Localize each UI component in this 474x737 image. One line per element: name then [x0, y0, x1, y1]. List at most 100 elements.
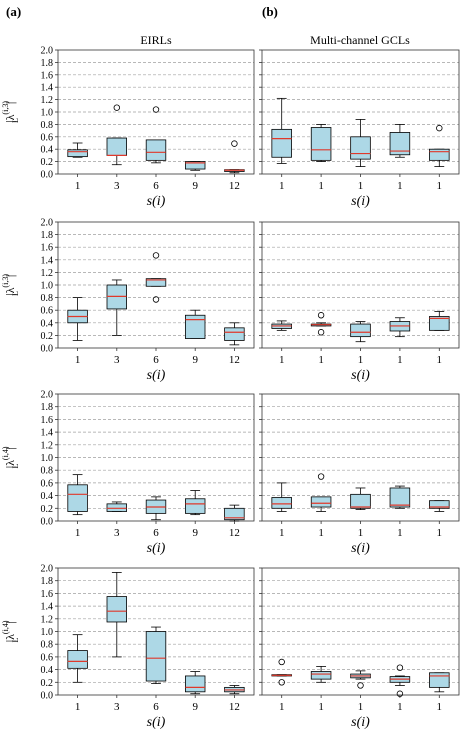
x-tick-label: 9 — [192, 354, 198, 366]
y-tick-label: 0.4 — [41, 665, 54, 676]
x-tick-label: 1 — [437, 354, 443, 366]
y-axis-label: |λ(i,4)L | — [1, 446, 20, 468]
y-tick-label: 1.0 — [41, 453, 54, 464]
x-tick-label: 9 — [192, 701, 198, 713]
y-tick-label: 1.8 — [41, 402, 54, 413]
x-tick-label: 1 — [318, 354, 324, 366]
y-axis-label-sub: L — [11, 118, 20, 123]
box-2: 3 — [106, 501, 128, 539]
outlier-point — [317, 473, 325, 480]
y-tick-label: 0.8 — [41, 120, 54, 131]
y-tick-label: 2.0 — [41, 564, 54, 575]
box-5: 12 — [224, 685, 245, 713]
box-4: 1 — [389, 485, 411, 539]
y-axis-label-main: |λ — [3, 114, 17, 122]
x-axis-label: s(i) — [351, 368, 370, 383]
y-tick-label: 0.8 — [41, 640, 54, 651]
y-axis-label-sup: (i,3) — [1, 101, 10, 115]
iqr-box — [429, 500, 450, 509]
box-3: 1 — [350, 670, 371, 713]
x-tick-label: 3 — [114, 354, 120, 366]
y-tick-label: 0.2 — [41, 504, 54, 515]
y-tick-label: 1.4 — [41, 255, 54, 266]
iqr-box — [224, 507, 245, 521]
y-tick-label: 0.8 — [41, 293, 54, 304]
x-tick-label: 1 — [397, 180, 403, 192]
outlier-point — [396, 664, 404, 671]
x-tick-label: 1 — [75, 180, 81, 192]
y-tick-label: 0.0 — [41, 344, 54, 355]
box-3: 6 — [145, 252, 167, 366]
y-axis-label-sub: L — [11, 638, 20, 643]
y-axis-label-sup: (i,3) — [1, 274, 10, 288]
iqr-box — [106, 284, 128, 310]
y-tick-label: 1.6 — [41, 589, 54, 600]
y-tick-label: 0.0 — [41, 691, 54, 702]
y-tick-label: 1.4 — [41, 83, 54, 94]
x-tick-label: 1 — [437, 527, 443, 539]
subplot-a-row2: 0.0 0.2 0.40.6 0.81.0 1.2 1.41.6 1.82.0 |λ(i,3)… — [1, 218, 255, 383]
y-tick-label: 2.0 — [41, 218, 54, 229]
x-tick-label: 6 — [153, 354, 159, 366]
box-3: 6 — [145, 106, 167, 192]
x-axis-label: s(i) — [147, 368, 166, 383]
box-3: 6 — [145, 626, 167, 713]
box-4: 9 — [184, 490, 206, 539]
y-tick-label: 0.2 — [41, 678, 54, 689]
box-3: 6 — [145, 496, 167, 539]
y-tick-label: 1.6 — [41, 70, 54, 81]
y-axis-label-main: |λ — [3, 287, 17, 295]
y-axis-label-sup: (i,4) — [1, 446, 10, 460]
box-3: 1 — [350, 321, 371, 366]
y-tick-label: 1.8 — [41, 230, 54, 241]
x-axis-label: s(i) — [147, 194, 166, 209]
y-tick-label: 0.6 — [41, 132, 54, 143]
subplot-b-row2: 1 1 1 1 1 s(i) — [259, 221, 460, 383]
iqr-box — [184, 675, 206, 693]
box-2: 3 — [106, 279, 128, 366]
box-1: 1 — [271, 97, 292, 192]
plots-layer: 0.00.20.40.60.81.01.21.41.61.82.0|λ(i,3)… — [1, 46, 460, 730]
y-tick-label: 0.2 — [41, 331, 54, 342]
x-tick-label: 1 — [437, 180, 443, 192]
y-tick-label: 1.2 — [41, 95, 54, 106]
outlier-point — [152, 296, 160, 303]
box-2: 1 — [310, 312, 332, 366]
iqr-box — [310, 127, 332, 161]
subplot-a-row1: 0.0 0.20.4 0.60.81.0 1.21.4 1.61.82.0 |λ(i,3)… — [1, 46, 255, 209]
y-tick-label: 0.0 — [41, 170, 54, 181]
x-tick-label: 1 — [358, 354, 364, 366]
x-tick-label: 3 — [114, 527, 120, 539]
y-tick-label: 0.6 — [41, 652, 54, 663]
y-tick-label: 0.2 — [41, 157, 54, 168]
iqr-box — [310, 671, 332, 680]
box-2: 1 — [310, 666, 332, 713]
y-tick-label: 1.0 — [41, 281, 54, 292]
box-4: 9 — [184, 671, 206, 713]
y-tick-label: 1.0 — [41, 108, 54, 119]
y-axis-label-sub: L — [11, 291, 20, 296]
iqr-box — [224, 327, 245, 341]
box-5: 1 — [429, 124, 450, 192]
x-tick-label: 1 — [358, 180, 364, 192]
iqr-box — [184, 498, 206, 514]
box-5: 12 — [224, 322, 245, 366]
y-tick-label: 2.0 — [41, 390, 54, 401]
x-tick-label: 1 — [397, 354, 403, 366]
x-axis-label: s(i) — [351, 715, 370, 730]
box-4: 1 — [389, 664, 411, 713]
subplot-b-row4: 1 1 1 1 1 s(i) — [259, 567, 460, 730]
box-4: 9 — [184, 161, 206, 192]
y-axis-label: |λ(i,3)L | — [1, 101, 20, 123]
x-tick-label: 6 — [153, 180, 159, 192]
x-tick-label: 12 — [229, 701, 240, 713]
y-tick-label: 1.6 — [41, 415, 54, 426]
iqr-box — [310, 496, 332, 508]
box-2: 1 — [310, 473, 332, 539]
x-tick-label: 1 — [358, 527, 364, 539]
x-tick-label: 1 — [318, 701, 324, 713]
x-tick-label: 1 — [279, 354, 285, 366]
y-axis-label: |λ(i,4)L | — [1, 620, 20, 642]
y-axis-label-tail: | — [3, 621, 17, 623]
panel-label-b: (b) — [262, 4, 278, 19]
